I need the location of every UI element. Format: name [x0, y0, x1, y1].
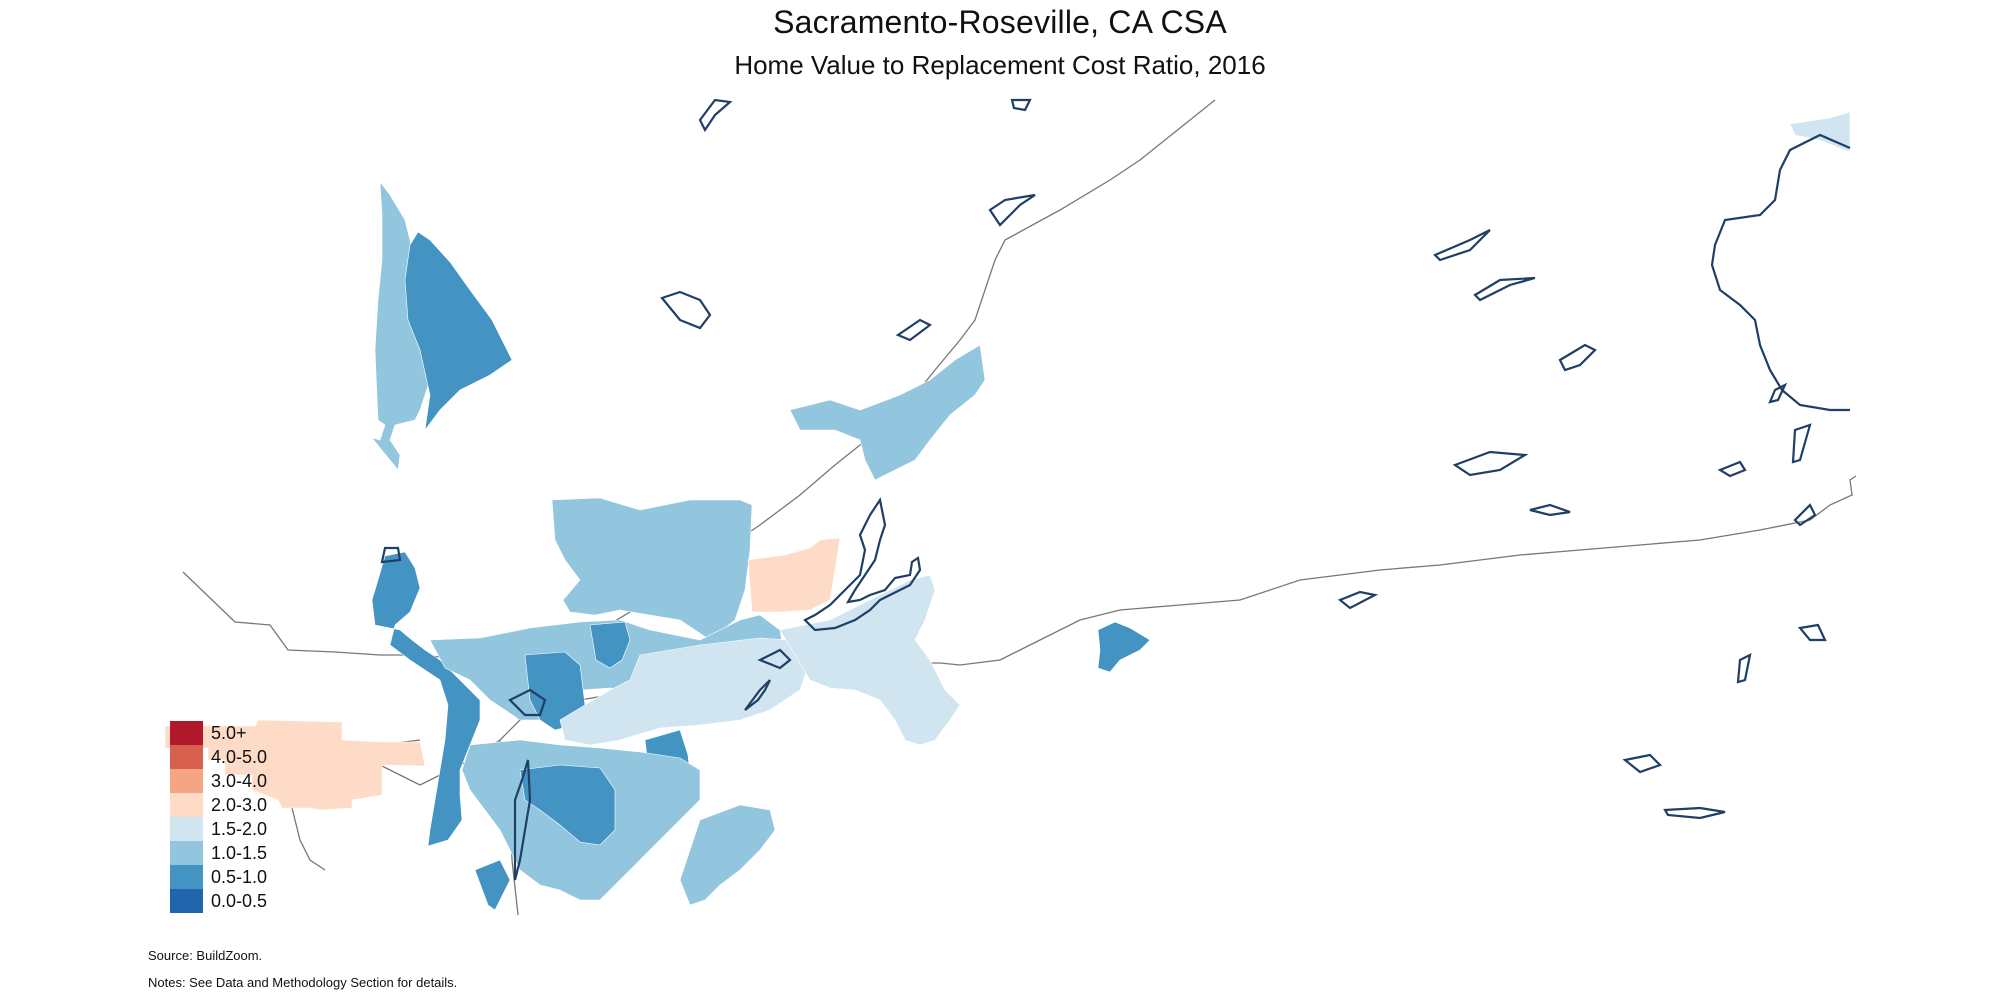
reservoir-east-4 — [1452, 450, 1529, 477]
reservoir-east-3 — [1558, 343, 1597, 372]
river-west-sac — [380, 546, 402, 564]
legend-item: 0.0-0.5 — [170, 889, 267, 913]
reservoir-north-5 — [895, 318, 933, 342]
tract-granite-bay — [747, 537, 841, 613]
legend-label: 3.0-4.0 — [211, 770, 268, 791]
legend-swatch — [170, 769, 203, 793]
legend-swatch — [170, 793, 203, 817]
tract-southwest-inlet — [474, 859, 511, 911]
tract-east-placerville — [1097, 621, 1151, 673]
legend-label: 1.0-1.5 — [211, 842, 268, 863]
reservoir-east-13 — [1663, 806, 1726, 820]
tract-northwest-core — [404, 231, 513, 431]
reservoir-east-6 — [1717, 460, 1747, 478]
river-american — [744, 679, 771, 711]
reservoir-east-9 — [1791, 423, 1812, 464]
legend-label: 1.5-2.0 — [211, 818, 268, 839]
map-title: Sacramento-Roseville, CA CSA — [773, 4, 1227, 40]
river-american-east — [757, 648, 792, 670]
legend-label: 5.0+ — [211, 722, 247, 743]
reservoir-north-4 — [660, 290, 712, 330]
tract-north-highlands — [589, 621, 631, 669]
reservoir-east-11 — [1797, 623, 1827, 642]
legend-swatch — [170, 889, 203, 913]
legend-swatch — [170, 865, 203, 889]
source-note: Source: BuildZoom. — [148, 948, 263, 963]
reservoir-east-8 — [1793, 503, 1817, 527]
tract-west-river — [371, 551, 481, 847]
lake-folsom — [803, 497, 922, 632]
tract-layer — [164, 111, 1851, 911]
methodology-note: Notes: See Data and Methodology Section … — [148, 975, 458, 990]
legend-item: 0.5-1.0 — [170, 865, 267, 889]
legend-swatch — [170, 721, 203, 745]
reservoir-east-10 — [1768, 382, 1788, 404]
reservoir-north-2 — [1010, 98, 1032, 112]
tract-east-citrus — [559, 637, 811, 746]
reservoir-east-2 — [1473, 276, 1536, 302]
reservoir-east-7 — [1337, 590, 1379, 610]
legend-label: 0.5-1.0 — [211, 866, 268, 887]
reservoir-east-1 — [1433, 229, 1491, 262]
legend-item: 1.5-2.0 — [170, 817, 267, 841]
legend-label: 2.0-3.0 — [211, 794, 268, 815]
legend-item: 4.0-5.0 — [170, 745, 267, 769]
tract-south-core — [519, 764, 616, 846]
reservoir-east-5 — [1529, 503, 1571, 517]
legend-item: 3.0-4.0 — [170, 769, 267, 793]
tract-auburn-area — [789, 344, 986, 481]
legend-label: 0.0-0.5 — [211, 890, 268, 911]
tract-elk-grove — [679, 804, 776, 906]
reservoir-north-1 — [698, 98, 733, 133]
legend-label: 4.0-5.0 — [211, 746, 268, 767]
river-south-channel — [513, 759, 532, 881]
map-subtitle: Home Value to Replacement Cost Ratio, 20… — [734, 50, 1266, 80]
legend-item: 2.0-3.0 — [170, 793, 267, 817]
tract-north-suburbs — [551, 497, 753, 641]
river-east-boundary — [1710, 133, 1851, 412]
river-sacramento-bend — [508, 688, 547, 717]
tract-folsom — [779, 574, 961, 746]
reservoir-east-12 — [1622, 753, 1663, 774]
tract-west-davis — [164, 719, 426, 811]
reservoir-north-3 — [988, 193, 1036, 227]
legend-swatch — [170, 817, 203, 841]
legend-item: 1.0-1.5 — [170, 841, 267, 865]
legend-swatch — [170, 841, 203, 865]
legend-swatch — [170, 745, 203, 769]
reservoir-east-14 — [1736, 653, 1752, 684]
highway-layer — [182, 99, 1857, 916]
legend-item: 5.0+ — [170, 721, 267, 745]
legend: 5.0+ 4.0-5.0 3.0-4.0 2.0-3.0 1.5-2.0 1.0… — [170, 721, 267, 913]
water-layer — [380, 98, 1851, 881]
